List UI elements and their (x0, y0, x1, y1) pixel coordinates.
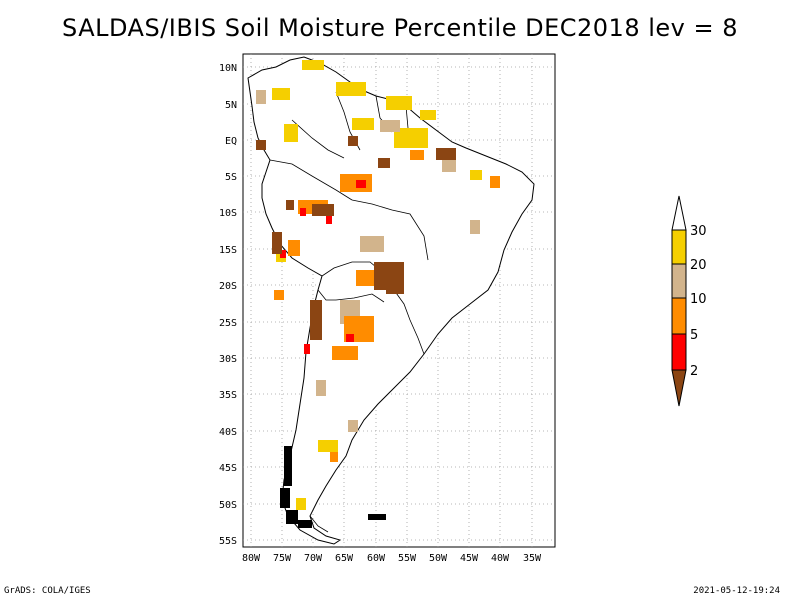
footer-timestamp: 2021-05-12-19:24 (693, 586, 780, 596)
lat-label: 20S (219, 281, 237, 292)
legend-label: 20 (690, 258, 707, 273)
moisture-patches (256, 60, 500, 528)
colorbar-legend: 30 20 10 5 2 (671, 195, 707, 407)
lat-label: 35S (219, 390, 237, 401)
lat-label: 10S (219, 208, 237, 219)
footer-credit: GrADS: COLA/IGES (4, 586, 91, 596)
lon-label: 40W (491, 553, 510, 564)
colorbar-top-arrow (671, 195, 687, 231)
lon-label: 35W (523, 553, 542, 564)
lat-label: 55S (219, 536, 237, 547)
lon-label: 70W (304, 553, 323, 564)
lat-label: EQ (225, 136, 237, 147)
legend-label: 30 (690, 224, 707, 239)
longitude-labels: 80W 75W 70W 65W 60W 55W 50W 45W 40W 35W (242, 553, 542, 564)
lat-label: 45S (219, 463, 237, 474)
lat-label: 25S (219, 318, 237, 329)
lon-label: 50W (429, 553, 448, 564)
lon-label: 45W (460, 553, 479, 564)
map-frame (242, 53, 556, 548)
colorbar-segment-20-30 (671, 229, 687, 265)
legend-label: 5 (690, 328, 698, 343)
lon-label: 80W (242, 553, 261, 564)
lat-label: 10N (219, 63, 237, 74)
legend-label: 2 (690, 364, 698, 379)
lat-label: 15S (219, 245, 237, 256)
colorbar-segment-2-5 (671, 333, 687, 371)
lon-label: 75W (273, 553, 292, 564)
colorbar-segment-5-10 (671, 297, 687, 335)
colorbar-segment-10-20 (671, 263, 687, 299)
map-title: SALDAS/IBIS Soil Moisture Percentile DEC… (62, 14, 738, 42)
lat-label: 5S (225, 172, 237, 183)
lon-label: 60W (367, 553, 386, 564)
lat-label: 40S (219, 427, 237, 438)
lat-label: 50S (219, 500, 237, 511)
latitude-labels: 10N 5N EQ 5S 10S 15S 20S 25S 30S 35S 40S… (219, 63, 237, 547)
colorbar-bottom-arrow (671, 369, 687, 407)
lat-label: 30S (219, 354, 237, 365)
lon-label: 55W (398, 553, 417, 564)
lon-label: 65W (335, 553, 354, 564)
legend-label: 10 (690, 292, 707, 307)
lat-label: 5N (225, 100, 237, 111)
